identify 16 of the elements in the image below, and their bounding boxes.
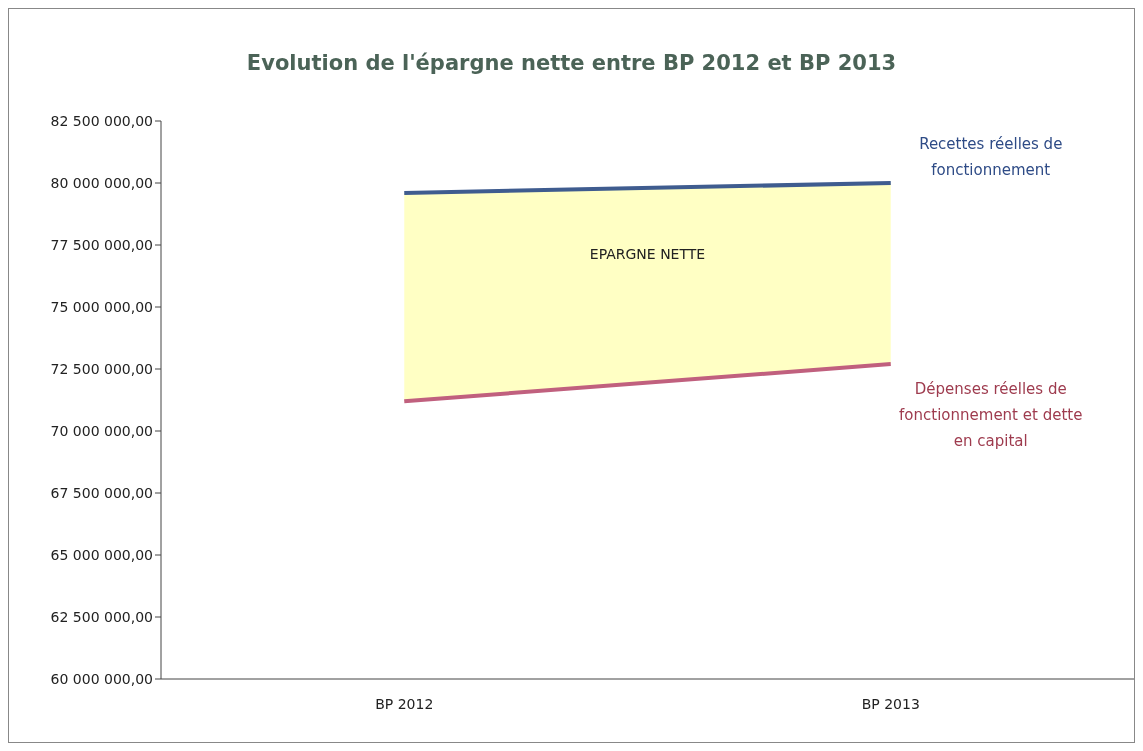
x-tick-label: BP 2013 (861, 695, 920, 712)
y-tick-label: 77 500 000,00 (50, 236, 153, 253)
y-tick-label: 70 000 000,00 (50, 422, 153, 439)
y-tick-label: 60 000 000,00 (50, 670, 153, 687)
y-tick-label: 82 500 000,00 (50, 112, 153, 129)
y-tick-label: 67 500 000,00 (50, 484, 153, 501)
y-tick-label: 65 000 000,00 (50, 546, 153, 563)
y-tick-label: 75 000 000,00 (50, 298, 153, 315)
annotation: EPARGNE NETTE (589, 246, 706, 263)
chart-title: Evolution de l'épargne nette entre BP 2012 et BP 2013 (245, 51, 898, 75)
y-tick-label: 62 500 000,00 (50, 608, 153, 625)
y-tick-label: 72 500 000,00 (50, 360, 153, 377)
series-label: Dépenses réelles de fonctionnement et dette en capital (899, 380, 1083, 451)
x-tick-label: BP 2012 (375, 695, 434, 712)
y-tick-label: 80 000 000,00 (50, 174, 153, 191)
series-label: Recettes réelles de fonctionnement (919, 135, 1063, 179)
